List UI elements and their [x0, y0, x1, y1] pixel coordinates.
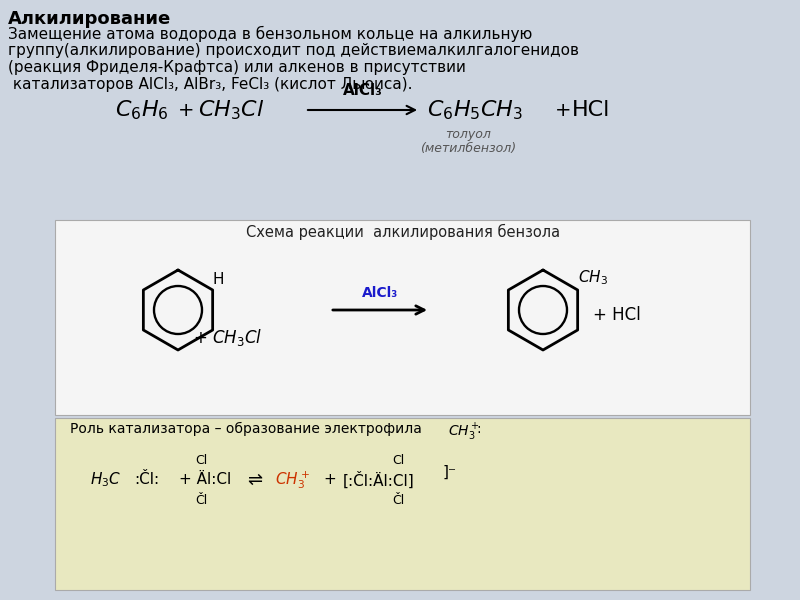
Text: катализаторов AlCl₃, AlBr₃, FeCl₃ (кислот Льюиса).: катализаторов AlCl₃, AlBr₃, FeCl₃ (кисло…: [8, 77, 413, 92]
Text: ⇌: ⇌: [247, 471, 262, 489]
Text: :Čl:: :Čl:: [134, 473, 159, 487]
Text: (реакция Фриделя-Крафтса) или алкенов в присутствии: (реакция Фриделя-Крафтса) или алкенов в …: [8, 60, 466, 75]
Text: +: +: [555, 100, 571, 119]
Text: AlCl₃: AlCl₃: [342, 83, 382, 98]
Text: Роль катализатора – образование электрофила: Роль катализатора – образование электроф…: [70, 422, 430, 436]
Text: Čl: Čl: [392, 493, 404, 506]
Text: +: +: [178, 100, 194, 119]
Text: $C_6H_5CH_3$: $C_6H_5CH_3$: [427, 98, 523, 122]
Text: $CH_3^+$: $CH_3^+$: [448, 422, 480, 443]
Text: $CH_3^+$: $CH_3^+$: [275, 469, 310, 491]
Text: Схема реакции  алкилирования бензола: Схема реакции алкилирования бензола: [246, 224, 560, 240]
Text: Замещение атома водорода в бензольном кольце на алкильную: Замещение атома водорода в бензольном ко…: [8, 26, 532, 42]
Text: + Äl:Cl: + Äl:Cl: [179, 473, 231, 487]
Bar: [55, 418, 750, 590]
Bar: [55, 220, 750, 415]
Text: $H_3C$: $H_3C$: [90, 470, 122, 490]
Text: AlCl₃: AlCl₃: [362, 286, 398, 300]
Text: $C_6H_6$: $C_6H_6$: [115, 98, 169, 122]
Text: Cl: Cl: [392, 454, 404, 467]
Text: ]⁻: ]⁻: [443, 464, 457, 479]
Text: (метилбензол): (метилбензол): [420, 142, 516, 155]
Text: + $CH_3Cl$: + $CH_3Cl$: [193, 328, 262, 349]
Text: Čl: Čl: [195, 493, 207, 506]
Text: Алкилирование: Алкилирование: [8, 10, 171, 28]
Text: [:Čl:Äl:Cl]: [:Čl:Äl:Cl]: [343, 472, 414, 488]
Text: Cl: Cl: [195, 454, 207, 467]
Text: группу(алкилирование) происходит под действиемалкилгалогенидов: группу(алкилирование) происходит под дей…: [8, 43, 579, 58]
Text: толуол: толуол: [445, 128, 491, 141]
Text: + HCl: + HCl: [593, 306, 641, 324]
Text: +: +: [323, 473, 336, 487]
Text: HCl: HCl: [572, 100, 610, 120]
Text: :: :: [476, 422, 481, 436]
Text: $CH_3Cl$: $CH_3Cl$: [198, 98, 264, 122]
Text: H: H: [213, 272, 224, 287]
Text: $CH_3$: $CH_3$: [578, 268, 608, 287]
